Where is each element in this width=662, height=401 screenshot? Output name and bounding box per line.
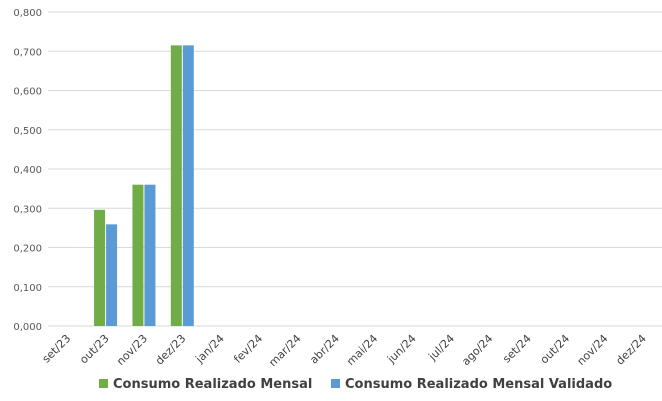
legend: Consumo Realizado Mensal Consumo Realiza… — [99, 377, 612, 392]
x-tick-label: out/24 — [538, 332, 572, 366]
y-tick-label: 0,500 — [13, 126, 42, 137]
bar-consumo-realizado-nov-23 — [132, 184, 144, 326]
legend-swatch-consumo-realizado — [99, 379, 108, 388]
x-tick-label: fev/24 — [231, 332, 265, 366]
y-tick-label: 0,100 — [13, 283, 42, 294]
y-tick-label: 0,400 — [13, 165, 42, 176]
x-tick-label: dez/23 — [153, 332, 189, 368]
x-tick-label: jul/24 — [425, 332, 457, 364]
y-tick-label: 0,200 — [13, 244, 42, 255]
x-tick-label: dez/24 — [613, 332, 649, 368]
x-tick-label: jun/24 — [384, 332, 418, 366]
y-axis-ticks: 0,000 0,100 0,200 0,300 0,400 0,500 0,600 0,700… — [13, 8, 42, 333]
bar-consumo-validado-nov-23 — [144, 184, 156, 326]
bar-consumo-realizado-dez-23 — [170, 45, 182, 327]
bar-consumo-validado-dez-23 — [182, 45, 194, 327]
x-tick-label: set/23 — [40, 332, 74, 366]
y-tick-label: 0,000 — [13, 322, 42, 333]
bar-consumo-realizado-out-23 — [94, 209, 106, 326]
x-tick-label: nov/24 — [575, 332, 611, 368]
y-tick-label: 0,800 — [13, 8, 42, 19]
x-tick-label: set/24 — [500, 332, 534, 366]
x-tick-label: abr/24 — [307, 332, 342, 367]
x-tick-label: ago/24 — [459, 332, 495, 368]
y-tick-label: 0,700 — [13, 47, 42, 58]
legend-label-consumo-realizado: Consumo Realizado Mensal — [113, 377, 312, 392]
y-tick-label: 0,300 — [13, 204, 42, 215]
legend-swatch-consumo-validado — [331, 379, 340, 388]
x-axis-ticks: set/23 out/23 nov/23 dez/23 jan/24 fev/24 mar/… — [40, 332, 649, 369]
bar-consumo-validado-out-23 — [106, 224, 118, 326]
legend-label-consumo-validado: Consumo Realizado Mensal Validado — [345, 377, 612, 392]
x-tick-label: mai/24 — [344, 332, 380, 368]
x-tick-label: jan/24 — [193, 332, 227, 366]
x-tick-label: out/23 — [77, 332, 111, 366]
y-tick-label: 0,600 — [13, 87, 42, 98]
bars — [94, 45, 194, 327]
x-tick-label: nov/23 — [114, 332, 150, 368]
x-tick-label: mar/24 — [266, 332, 303, 369]
